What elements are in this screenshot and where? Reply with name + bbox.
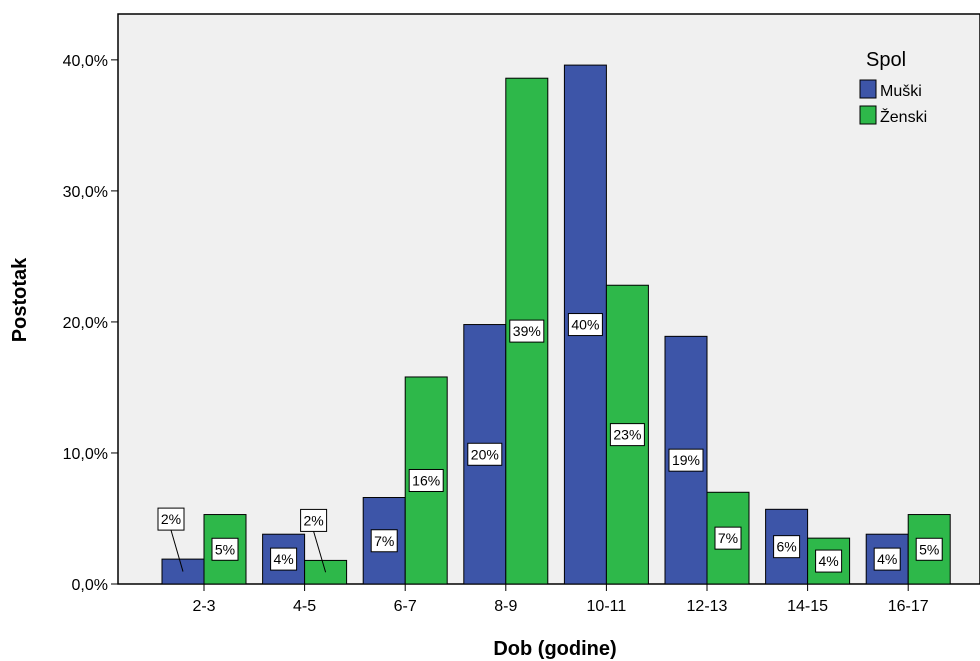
legend-label-muski: Muški: [880, 83, 922, 100]
legend-swatch-muski: [859, 79, 877, 99]
x-tick-label-2-3: 2-3: [192, 598, 215, 615]
x-tick-label-12-13: 12-13: [687, 598, 728, 615]
data-label-zenski-8-9: 39%: [513, 323, 541, 339]
data-label-zenski-10-11: 23%: [613, 427, 641, 443]
data-label-muski-16-17: 4%: [877, 551, 897, 567]
data-label-box-zenski-12-13: [714, 526, 742, 550]
data-label-box-muski-4-5: [270, 547, 298, 571]
data-label-box-zenski-10-11: [609, 423, 645, 447]
leader-line-zenski-4-5: [313, 531, 327, 573]
bar-muski-2-3: [161, 558, 205, 585]
data-label-muski-14-15: 6%: [776, 539, 796, 555]
data-label-box-zenski-6-7: [408, 468, 444, 492]
y-tick-label-10: 10,0%: [63, 446, 108, 463]
legend-swatch-zenski: [859, 105, 877, 125]
data-label-zenski-2-3: 5%: [215, 541, 235, 557]
data-label-box-zenski-16-17: [915, 537, 943, 561]
data-label-box-muski-16-17: [873, 547, 901, 571]
data-label-box-muski-14-15: [773, 535, 801, 559]
y-tick-label-30: 30,0%: [63, 184, 108, 201]
x-tick-label-6-7: 6-7: [394, 598, 417, 615]
data-label-zenski-4-5: 2%: [303, 512, 323, 528]
data-label-box-muski-12-13: [668, 448, 704, 472]
x-tick-label-16-17: 16-17: [888, 598, 929, 615]
plot-background: [117, 13, 980, 585]
x-tick-label-10-11: 10-11: [587, 598, 627, 615]
legend-title: Spol: [866, 49, 906, 71]
data-label-box-zenski-4-5: [300, 508, 328, 532]
data-label-muski-8-9: 20%: [471, 446, 499, 462]
data-label-box-muski-6-7: [370, 529, 398, 553]
leader-line-muski-2-3: [170, 529, 184, 572]
data-label-muski-12-13: 19%: [672, 452, 700, 468]
data-label-muski-10-11: 40%: [571, 317, 599, 333]
x-tick-label-14-15: 14-15: [787, 598, 828, 615]
data-label-zenski-16-17: 5%: [919, 541, 939, 557]
data-label-box-zenski-14-15: [815, 549, 843, 573]
data-label-muski-4-5: 4%: [273, 551, 293, 567]
data-label-zenski-6-7: 16%: [412, 472, 440, 488]
data-label-box-muski-2-3: [157, 507, 185, 531]
data-label-muski-6-7: 7%: [374, 533, 394, 549]
data-label-box-zenski-2-3: [211, 537, 239, 561]
data-label-muski-2-3: 2%: [161, 511, 181, 527]
x-axis-title: Dob (godine): [493, 638, 616, 660]
legend-label-zenski: Ženski: [880, 107, 927, 126]
y-tick-label-40: 40,0%: [63, 53, 108, 70]
y-tick-label-20: 20,0%: [63, 315, 108, 332]
data-label-zenski-12-13: 7%: [718, 530, 738, 546]
x-tick-label-4-5: 4-5: [293, 598, 316, 615]
data-label-zenski-14-15: 4%: [818, 553, 838, 569]
data-label-box-muski-8-9: [467, 442, 503, 466]
legend: Spol Muški Ženski: [859, 49, 927, 126]
data-label-box-zenski-8-9: [509, 319, 545, 343]
data-label-box-muski-10-11: [567, 313, 603, 337]
y-axis-title: Postotak: [9, 257, 31, 342]
x-tick-label-8-9: 8-9: [494, 598, 517, 615]
y-tick-label-0: 0,0%: [72, 577, 108, 594]
